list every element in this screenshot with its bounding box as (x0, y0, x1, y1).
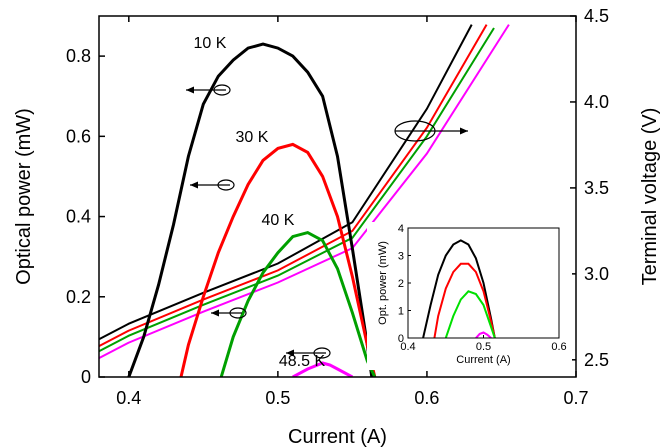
inset-background (367, 222, 572, 370)
temperature-label: 30 K (236, 129, 269, 146)
y-right-tick-label: 4.5 (584, 6, 609, 26)
main-plot-axes: 0.4 0.5 0.6 0.7 0 0.2 0.4 0.6 0.8 2.5 3.0 3.5 4.0 4.5… (13, 6, 661, 448)
y-right-tick-label: 4.0 (584, 92, 609, 112)
inset-y-tick-label: 1 (398, 306, 404, 318)
axis-indicator-arrowhead (190, 181, 198, 189)
y-left-tick-label: 0.8 (66, 46, 91, 66)
inset-y-tick-label: 0 (398, 333, 404, 345)
temperature-label: 48.5 K (279, 353, 326, 370)
inset-y-tick-label: 4 (398, 223, 404, 235)
y-right-tick-label: 2.5 (584, 350, 609, 370)
x-tick-label: 0.6 (414, 388, 439, 408)
inset-line-3 (475, 331, 492, 338)
inset-lines (422, 239, 496, 338)
power-line-2 (219, 230, 377, 377)
x-axis-label: Current (A) (288, 426, 387, 448)
inset-y-tick-label: 2 (398, 278, 404, 290)
axis-indicator-arrowhead (211, 309, 219, 317)
y-left-axis-label: Optical power (mW) (13, 108, 35, 285)
axis-indicator-arrow (394, 120, 468, 142)
main-plot-frame (98, 15, 577, 378)
x-tick-label: 0.7 (563, 388, 588, 408)
voltage-line-3 (99, 24, 510, 359)
temperature-label: 40 K (262, 212, 295, 229)
voltage-line-0 (99, 24, 473, 341)
annotations: 10 K 30 K 40 K 48.5 K (186, 35, 468, 370)
axis-indicator-arrowhead (186, 86, 194, 94)
inset-plot: 0.4 0.5 0.6 0 1 2 3 4 Current (A) Opt. power (mW) (367, 222, 572, 370)
main-plot-lines (99, 24, 510, 377)
y-left-tick-label: 0.2 (66, 287, 91, 307)
temperature-label: 10 K (194, 35, 227, 52)
axis-indicator-arrow (286, 347, 331, 359)
axis-indicator-arrow (211, 307, 247, 319)
axis-indicator-arrow (186, 84, 231, 96)
power-line-3 (292, 361, 354, 377)
inset-y-axis-label: Opt. power (mW) (377, 241, 389, 325)
axis-indicator-arrowhead (460, 127, 468, 135)
y-right-tick-label: 3.0 (584, 264, 609, 284)
inset-line-0 (422, 239, 496, 338)
x-tick-label: 0.4 (116, 388, 141, 408)
inset-line-2 (444, 290, 496, 338)
y-left-tick-label: 0 (81, 367, 91, 387)
x-tick-label: 0.5 (265, 388, 290, 408)
axis-indicator-arrow (190, 179, 235, 191)
voltage-line-1 (99, 24, 488, 347)
axis-indicator-arrowhead (286, 349, 294, 357)
inset-line-1 (433, 262, 496, 338)
y-left-tick-label: 0.6 (66, 126, 91, 146)
y-right-axis-label: Terminal voltage (V) (639, 108, 661, 286)
power-line-1 (179, 142, 377, 377)
inset-y-tick-label: 3 (398, 251, 404, 263)
inset-x-tick-label: 0.4 (400, 341, 415, 353)
inset-x-axis-label: Current (A) (456, 354, 510, 366)
inset-x-tick-label: 0.5 (476, 341, 491, 353)
y-right-tick-label: 3.5 (584, 178, 609, 198)
voltage-line-2 (99, 27, 495, 353)
y-left-tick-label: 0.4 (66, 207, 91, 227)
power-line-0 (127, 42, 374, 377)
inset-x-tick-label: 0.6 (551, 341, 566, 353)
